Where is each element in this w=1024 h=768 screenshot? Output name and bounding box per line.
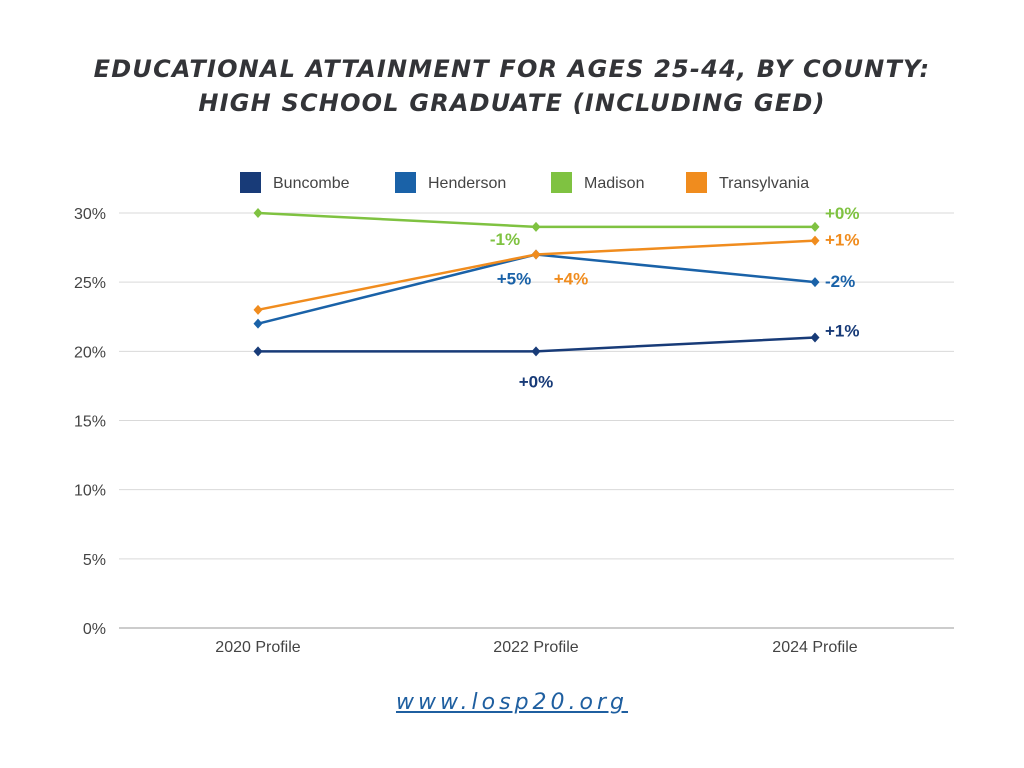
legend-label-buncombe: Buncombe: [273, 175, 350, 192]
data-label-transylvania: +1%: [825, 231, 860, 250]
y-tick-label: 30%: [74, 206, 106, 223]
y-tick-label: 0%: [83, 621, 106, 638]
data-label-buncombe: +0%: [519, 372, 554, 391]
data-point-buncombe: [810, 332, 820, 343]
series-line-henderson: [257, 253, 816, 325]
y-tick-label: 20%: [74, 344, 106, 361]
chart-title-line-2: HIGH SCHOOL GRADUATE (INCLUDING GED): [198, 89, 826, 117]
chart-title: EDUCATIONAL ATTAINMENT FOR AGES 25-44, B…: [0, 52, 1024, 120]
data-point-henderson: [253, 318, 263, 329]
data-label-henderson: +5%: [497, 270, 532, 289]
legend-swatch-henderson: [395, 172, 416, 193]
y-tick-label: 10%: [74, 483, 106, 500]
y-tick-label: 5%: [83, 552, 106, 569]
data-point-transylvania: [531, 249, 541, 260]
website-link[interactable]: www.losp20.org: [395, 690, 629, 715]
data-label-madison: +0%: [825, 204, 860, 223]
data-point-transylvania: [810, 235, 820, 246]
data-point-transylvania: [253, 304, 263, 315]
data-label-transylvania: +4%: [554, 270, 589, 289]
data-point-buncombe: [531, 346, 541, 357]
x-tick-label: 2024 Profile: [772, 639, 857, 656]
legend-label-transylvania: Transylvania: [719, 175, 809, 192]
legend-swatch-madison: [551, 172, 572, 193]
data-point-buncombe: [253, 346, 263, 357]
x-tick-label: 2022 Profile: [493, 639, 578, 656]
footer: www.losp20.org: [0, 690, 1024, 715]
legend-label-henderson: Henderson: [428, 175, 506, 192]
data-label-buncombe: +1%: [825, 322, 860, 341]
data-label-madison: -1%: [490, 230, 520, 249]
legend-swatch-buncombe: [240, 172, 261, 193]
y-tick-label: 15%: [74, 414, 106, 431]
legend-label-madison: Madison: [584, 175, 644, 192]
x-tick-label: 2020 Profile: [215, 639, 300, 656]
y-tick-label: 25%: [74, 275, 106, 292]
data-point-madison: [531, 221, 541, 232]
data-label-henderson: -2%: [825, 272, 855, 291]
chart-title-line-1: EDUCATIONAL ATTAINMENT FOR AGES 25-44, B…: [93, 55, 931, 83]
legend-swatch-transylvania: [686, 172, 707, 193]
data-point-madison: [253, 208, 263, 218]
data-point-madison: [810, 221, 820, 232]
data-point-henderson: [810, 277, 820, 288]
